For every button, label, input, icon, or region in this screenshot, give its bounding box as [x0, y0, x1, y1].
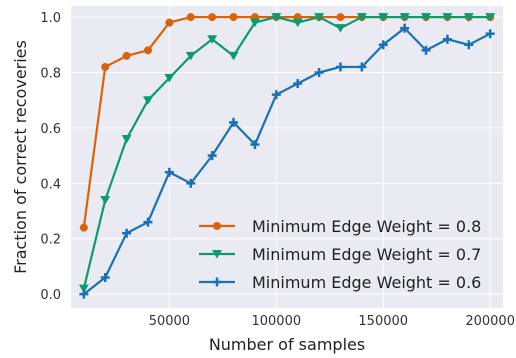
- legend-label: Minimum Edge Weight = 0.8: [252, 217, 481, 236]
- y-tick-label: 0.4: [40, 177, 61, 192]
- data-point: [212, 277, 222, 287]
- data-point: [314, 13, 325, 22]
- data-point: [78, 284, 89, 294]
- data-point: [212, 250, 222, 259]
- legend-item: Minimum Edge Weight = 0.8: [199, 217, 481, 236]
- data-point: [228, 51, 239, 61]
- data-point: [293, 79, 303, 89]
- data-point: [122, 51, 131, 60]
- data-point: [421, 13, 432, 22]
- series-line: [83, 27, 491, 296]
- data-point: [143, 217, 153, 227]
- data-point: [122, 228, 132, 238]
- data-point: [185, 51, 196, 61]
- y-tick-label: 0.6: [40, 122, 61, 137]
- data-point: [271, 13, 282, 22]
- x-tick-label: 150000: [358, 314, 408, 329]
- data-point: [442, 34, 452, 44]
- legend-item: Minimum Edge Weight = 0.6: [199, 273, 481, 292]
- series-plus: [79, 23, 495, 299]
- data-point: [271, 90, 281, 100]
- x-tick-label: 200000: [465, 314, 515, 329]
- data-point: [101, 62, 110, 71]
- data-point: [421, 45, 431, 55]
- data-point: [100, 195, 111, 205]
- plot-area: [71, 6, 503, 308]
- x-tick-label: 50000: [149, 314, 190, 329]
- y-axis-label: Fraction of correct recoveries: [11, 40, 30, 274]
- data-point: [292, 18, 303, 28]
- data-point: [335, 24, 346, 33]
- data-point: [186, 178, 196, 188]
- data-point: [485, 29, 495, 39]
- y-tick-label: 0.0: [40, 288, 61, 303]
- data-point: [79, 289, 89, 299]
- data-point: [357, 62, 367, 72]
- data-point: [121, 134, 132, 144]
- data-point: [485, 13, 496, 22]
- legend: Minimum Edge Weight = 0.8 Minimum Edge We…: [199, 217, 481, 292]
- series-group: [78, 13, 496, 299]
- data-point: [164, 74, 175, 83]
- x-tick-label: 100000: [251, 314, 301, 329]
- tick-labels: 50000 100000 150000 200000 0.0 0.2 0.4 0.6 0.8 1.…: [40, 11, 515, 329]
- data-point: [378, 40, 388, 50]
- data-point: [314, 67, 324, 77]
- data-point: [463, 13, 474, 22]
- legend-label: Minimum Edge Weight = 0.7: [252, 245, 481, 264]
- data-point: [464, 40, 474, 50]
- y-tick-label: 1.0: [40, 11, 61, 26]
- data-point: [399, 13, 410, 22]
- y-tick-label: 0.8: [40, 66, 61, 81]
- legend-label: Minimum Edge Weight = 0.6: [252, 273, 481, 292]
- data-point: [335, 62, 345, 72]
- data-point: [143, 46, 152, 55]
- data-point: [164, 167, 174, 177]
- y-tick-label: 0.2: [40, 233, 61, 248]
- data-point: [165, 18, 174, 27]
- data-point: [442, 13, 453, 22]
- data-point: [250, 140, 260, 150]
- data-point: [400, 23, 410, 33]
- data-point: [207, 151, 217, 161]
- data-point: [208, 13, 217, 22]
- data-point: [336, 13, 345, 22]
- data-point: [207, 35, 218, 44]
- data-point: [356, 13, 367, 22]
- data-point: [79, 223, 88, 232]
- data-point: [229, 13, 238, 22]
- data-point: [186, 13, 195, 22]
- data-point: [213, 222, 221, 230]
- legend-item: Minimum Edge Weight = 0.7: [199, 245, 481, 264]
- data-point: [249, 18, 260, 28]
- data-point: [378, 13, 389, 22]
- data-point: [229, 117, 239, 127]
- data-point: [100, 273, 110, 283]
- x-axis-label: Number of samples: [209, 335, 365, 354]
- series-triangle-down: [78, 13, 496, 294]
- data-point: [142, 96, 153, 105]
